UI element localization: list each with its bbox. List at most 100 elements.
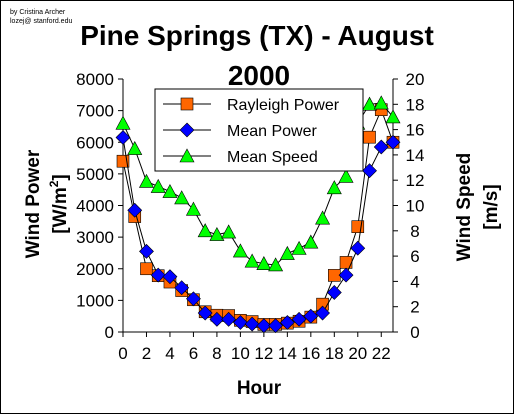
- right-tick-label: 14: [406, 146, 425, 165]
- right-tick-label: 16: [406, 121, 425, 140]
- mean-power-point: [350, 240, 366, 256]
- left-tick-label: 0: [105, 323, 114, 342]
- chart-title-line2: 2000: [228, 60, 290, 91]
- right-axis-title-unit: [m/s]: [481, 184, 502, 229]
- mean-power-point: [279, 315, 295, 330]
- x-tick-label: 6: [189, 344, 198, 363]
- mean-speed-point: [326, 180, 342, 195]
- mean-speed-point: [197, 223, 213, 238]
- mean-speed-point: [127, 140, 143, 155]
- right-tick-label: 8: [410, 222, 419, 241]
- right-tick-label: 0: [410, 323, 419, 342]
- rayleigh-power-point: [363, 130, 376, 144]
- right-axis-title: Wind Speed [m/s]: [454, 153, 502, 262]
- mean-power-point: [186, 291, 201, 307]
- mean-power-point: [244, 316, 260, 332]
- legend: Rayleigh Power Mean Power Mean Speed: [154, 88, 364, 172]
- mean-power-point: [303, 308, 319, 324]
- mean-power-point: [174, 280, 190, 296]
- mean-power-series: [115, 130, 401, 334]
- x-tick-label: 12: [254, 344, 273, 363]
- legend-item: Rayleigh Power: [163, 97, 340, 114]
- mean-speed-point: [256, 256, 272, 270]
- left-axis-title: Wind Power [W/m2]: [23, 149, 71, 258]
- right-tick-label: 20: [406, 70, 425, 89]
- left-tick-label: 3000: [76, 228, 114, 247]
- legend-label: Mean Power: [227, 123, 317, 140]
- mean-power-point: [150, 267, 166, 283]
- left-axis-unit-sup: 2: [47, 180, 61, 187]
- x-tick-label: 18: [325, 344, 344, 363]
- left-axis-unit-close: ]: [50, 174, 71, 180]
- left-tick-label: 8000: [76, 70, 114, 89]
- left-axis-unit-text: [W/m: [50, 187, 71, 233]
- legend-marker: [180, 97, 194, 111]
- credit-author: by Cristina Archer: [10, 9, 66, 16]
- mean-speed-point: [174, 190, 190, 205]
- x-tick-label: 22: [372, 344, 391, 363]
- left-tick-label: 2000: [76, 260, 114, 279]
- mean-speed-point: [115, 115, 131, 130]
- mean-power-point: [232, 315, 248, 330]
- mean-power-point: [221, 311, 237, 327]
- legend-marker: [179, 148, 195, 163]
- mean-power-point: [139, 243, 154, 259]
- x-tick-label: 8: [212, 344, 221, 363]
- rayleigh-power-point: [328, 269, 341, 282]
- mean-speed-point: [221, 224, 237, 239]
- right-tick-label: 4: [410, 272, 419, 291]
- credit-email: lozej@ stanford.edu: [10, 18, 72, 25]
- right-tick-label: 10: [406, 197, 425, 216]
- x-tick-label: 14: [278, 344, 297, 363]
- legend-label: Mean Speed: [227, 149, 318, 166]
- x-axis-title: Hour: [237, 378, 282, 399]
- legend-marker: [179, 122, 195, 138]
- mean-power-point: [373, 139, 389, 155]
- mean-power-point: [115, 130, 131, 145]
- x-tick-label: 20: [348, 344, 367, 363]
- x-tick-label: 10: [231, 344, 250, 363]
- legend-label: Rayleigh Power: [227, 97, 340, 114]
- tick-labels: 0100020003000400050006000700080000246810…: [76, 70, 424, 363]
- mean-power-point: [326, 285, 342, 300]
- mean-speed-point: [268, 257, 284, 272]
- mean-power-point: [291, 311, 307, 327]
- chart-title: Pine Springs (TX) - August: [80, 20, 434, 51]
- left-tick-label: 1000: [76, 291, 114, 310]
- rayleigh-power-point: [140, 262, 153, 276]
- mean-power-point: [209, 311, 225, 327]
- mean-speed-point: [385, 109, 401, 124]
- x-tick-label: 2: [142, 344, 151, 363]
- left-tick-label: 5000: [76, 165, 114, 184]
- legend-item: Mean Power: [163, 122, 317, 140]
- legend-item: Mean Speed: [163, 148, 318, 166]
- left-tick-label: 4000: [76, 197, 114, 216]
- left-axis-title-unit: [W/m2]: [47, 174, 71, 233]
- mean-power-point: [338, 267, 354, 283]
- mean-power-point: [315, 305, 330, 321]
- mean-speed-point: [150, 178, 166, 193]
- mean-speed-point: [315, 210, 331, 225]
- right-axis-title-main: Wind Speed: [454, 153, 475, 262]
- right-tick-label: 12: [406, 171, 425, 190]
- mean-speed-point: [338, 168, 354, 183]
- x-tick-label: 0: [118, 344, 127, 363]
- mean-speed-point: [303, 234, 319, 249]
- mean-speed-point: [279, 245, 295, 260]
- mean-power-point: [127, 202, 143, 218]
- mean-power-point: [385, 134, 401, 150]
- mean-power-point: [197, 305, 213, 321]
- mean-power-point: [268, 318, 284, 334]
- mean-speed-point: [291, 240, 307, 255]
- mean-speed-point: [244, 253, 260, 268]
- left-axis-title-main: Wind Power: [23, 149, 44, 258]
- x-tick-label: 16: [301, 344, 320, 363]
- mean-power-point: [362, 163, 377, 179]
- mean-power-point: [162, 269, 178, 285]
- mean-speed-point: [362, 96, 378, 111]
- x-tick-label: 4: [165, 344, 174, 363]
- mean-speed-point: [185, 201, 201, 216]
- left-tick-label: 7000: [76, 102, 114, 121]
